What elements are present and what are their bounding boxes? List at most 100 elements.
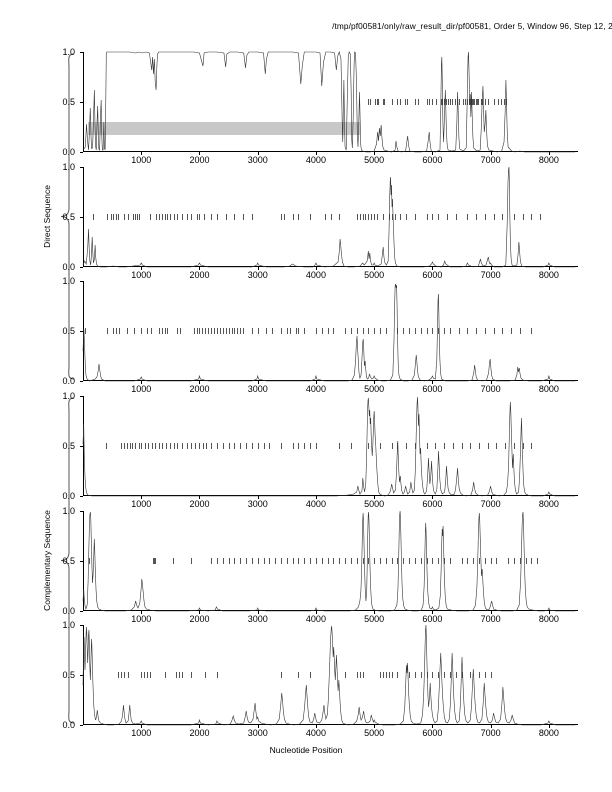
feature-marker [190, 672, 192, 678]
feature-marker [484, 99, 486, 105]
feature-marker [474, 99, 476, 105]
feature-marker [310, 443, 312, 449]
feature-marker [310, 558, 312, 564]
feature-marker [513, 214, 515, 220]
feature-marker [391, 443, 393, 449]
x-tick-mark [199, 381, 201, 384]
x-tick-label: 8000 [538, 384, 559, 394]
feature-marker [88, 558, 90, 564]
feature-marker [370, 99, 372, 105]
feature-marker [420, 672, 422, 678]
feature-marker [234, 214, 236, 220]
feature-marker [465, 99, 467, 105]
feature-marker [480, 99, 482, 105]
x-tick-label: 1000 [131, 614, 152, 624]
feature-marker [298, 558, 300, 564]
feature-marker [263, 443, 265, 449]
x-tick-mark [315, 611, 317, 614]
feature-marker [356, 328, 358, 334]
x-tick-mark [548, 267, 550, 270]
feature-marker [158, 214, 160, 220]
feature-marker [281, 672, 282, 678]
x-tick-mark [315, 152, 317, 155]
feature-marker [449, 328, 451, 334]
y-tick-label: 0.0 [62, 376, 75, 386]
feature-marker [479, 443, 480, 449]
feature-marker [84, 328, 86, 334]
feature-marker [362, 214, 364, 220]
x-tick-label: 1000 [131, 384, 152, 394]
feature-marker [484, 214, 486, 220]
data-trace-1 [82, 50, 576, 153]
x-tick-label: 7000 [480, 614, 501, 624]
feature-marker [501, 99, 503, 105]
feature-marker [356, 558, 358, 564]
feature-marker [531, 443, 533, 449]
feature-marker [484, 672, 486, 678]
feature-marker [380, 328, 381, 334]
feature-marker [128, 214, 130, 220]
feature-marker [304, 443, 306, 449]
feature-marker [155, 558, 157, 564]
y-tick-mark [80, 611, 83, 612]
x-tick-mark [490, 611, 492, 614]
feature-marker [409, 558, 411, 564]
feature-marker [182, 214, 183, 220]
feature-marker [281, 328, 282, 334]
x-tick-mark [490, 152, 492, 155]
x-tick-mark [199, 725, 201, 728]
feature-marker [432, 672, 434, 678]
x-tick-label: 1000 [131, 499, 152, 509]
feature-marker [472, 99, 473, 105]
x-tick-mark [432, 381, 434, 384]
y-tick-label: 1.0 [62, 47, 75, 57]
feature-marker [531, 214, 533, 220]
feature-marker [432, 328, 434, 334]
feature-marker [117, 214, 119, 220]
feature-marker [272, 328, 274, 334]
y-tick-mark [80, 267, 83, 268]
feature-marker [414, 214, 416, 220]
feature-marker [445, 99, 447, 105]
feature-marker [206, 443, 208, 449]
feature-marker [310, 214, 312, 220]
x-tick-label: 7000 [480, 155, 501, 165]
feature-marker [164, 328, 166, 334]
feature-marker [368, 214, 370, 220]
feature-marker [403, 328, 405, 334]
feature-marker [211, 443, 213, 449]
feature-marker [339, 558, 341, 564]
feature-marker [170, 214, 172, 220]
feature-marker [141, 328, 143, 334]
figure-title: /tmp/pf00581/only/raw_result_dir/pf00581… [332, 21, 612, 31]
feature-marker [426, 328, 428, 334]
feature-marker [269, 558, 271, 564]
x-tick-mark [257, 725, 259, 728]
x-tick-mark [432, 152, 434, 155]
x-tick-label: 6000 [422, 728, 443, 738]
x-tick-mark [374, 725, 376, 728]
feature-marker [371, 214, 373, 220]
y-tick-mark [80, 381, 83, 382]
feature-marker [222, 443, 224, 449]
x-tick-label: 2000 [189, 499, 210, 509]
feature-marker [283, 214, 285, 220]
feature-marker [151, 443, 153, 449]
x-tick-mark [199, 152, 201, 155]
feature-marker [148, 443, 150, 449]
x-tick-label: 3000 [247, 155, 268, 165]
feature-marker [473, 99, 475, 105]
x-tick-label: 2000 [189, 155, 210, 165]
feature-marker [298, 214, 300, 220]
group-label-direct-sequence: Direct Sequence [42, 185, 52, 248]
feature-marker [493, 214, 495, 220]
x-tick-mark [141, 152, 143, 155]
x-tick-mark [548, 381, 550, 384]
feature-marker [202, 443, 204, 449]
feature-marker [199, 328, 201, 334]
feature-marker [120, 443, 122, 449]
feature-marker [380, 443, 381, 449]
feature-marker [531, 328, 533, 334]
feature-marker [438, 558, 440, 564]
x-tick-mark [141, 611, 143, 614]
